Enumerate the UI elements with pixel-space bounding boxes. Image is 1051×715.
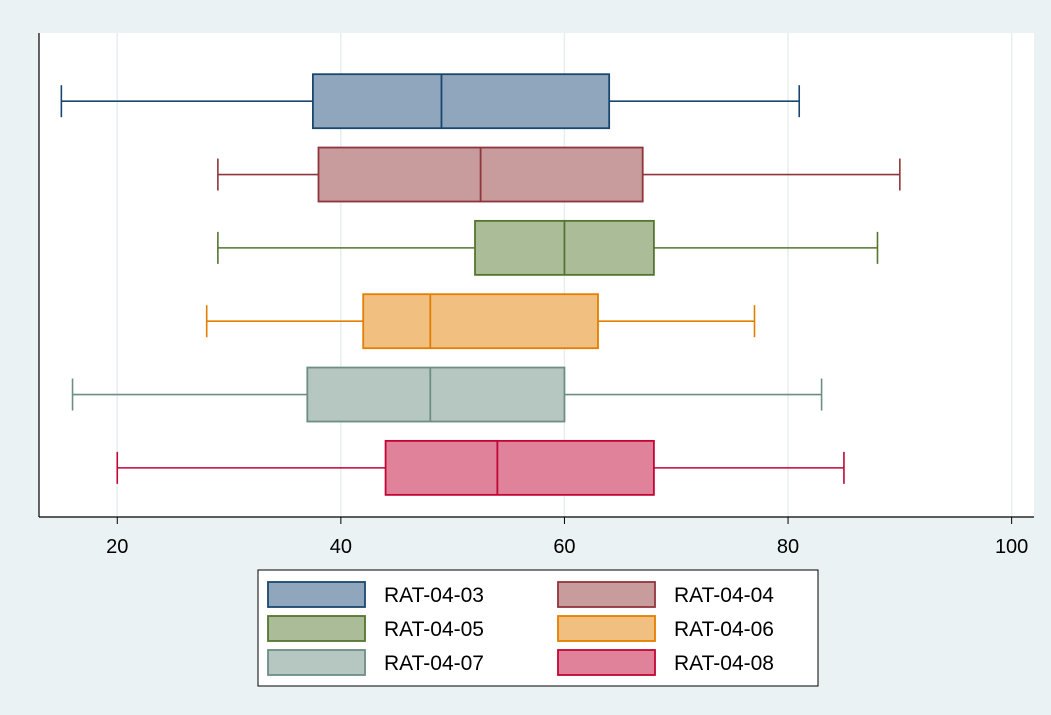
x-tick-label: 80 [777,536,799,558]
legend-item: RAT-04-03 [267,581,484,608]
legend-swatch [267,615,366,642]
legend-label: RAT-04-08 [674,652,774,675]
legend-swatch [557,615,656,642]
box-iqr [384,439,655,496]
box-iqr [362,293,599,350]
legend-item: RAT-04-05 [267,615,484,642]
x-axis-ticks: 20 40 60 80 100 [106,517,1028,558]
legend-label: RAT-04-07 [384,652,484,675]
box-rat-04-08 [116,439,845,496]
legend-swatch [267,581,366,608]
legend-item: RAT-04-08 [557,649,774,676]
box-rat-04-03 [60,73,801,130]
x-tick-label: 100 [995,536,1028,558]
x-tick-label: 60 [553,536,575,558]
legend-item: RAT-04-07 [267,649,484,676]
x-tick-label: 20 [106,536,128,558]
box-rat-04-04 [217,146,901,203]
legend-label: RAT-04-06 [674,618,774,641]
legend-swatch [267,649,366,676]
legend-label: RAT-04-04 [674,584,774,607]
legend-item: RAT-04-06 [557,615,774,642]
legend: RAT-04-03 RAT-04-04 RAT-04-05 RAT-04-06 RAT-… [257,569,819,687]
legend-label: RAT-04-03 [384,584,484,607]
legend-swatch [557,581,656,608]
box-iqr [312,73,611,130]
box-series [60,73,901,496]
box-iqr [306,366,566,423]
x-tick-label: 40 [330,536,352,558]
legend-label: RAT-04-05 [384,618,484,641]
box-rat-04-07 [71,366,823,423]
box-rat-04-06 [205,293,756,350]
legend-swatch [557,649,656,676]
legend-item: RAT-04-04 [557,581,774,608]
box-rat-04-05 [217,219,879,276]
